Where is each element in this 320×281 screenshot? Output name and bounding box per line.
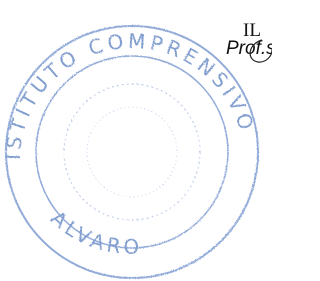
stamp-emblem [64, 84, 200, 220]
stamp-bottom-path-text: ALVARO [46, 206, 143, 259]
stamp-bottom-text: ALVARO [46, 206, 143, 259]
stamp-emblem-inner [87, 107, 177, 197]
page: ISTITUTO COMPRENSIVO ALVARO IL Prof.ssa [0, 0, 272, 281]
signature-name: Prof.ssa [226, 38, 272, 59]
stamp-top-path-text: ISTITUTO COMPRENSIVO [1, 29, 260, 161]
stamp: ISTITUTO COMPRENSIVO ALVARO [1, 26, 260, 278]
stamp-top-text: ISTITUTO COMPRENSIVO [1, 29, 260, 161]
